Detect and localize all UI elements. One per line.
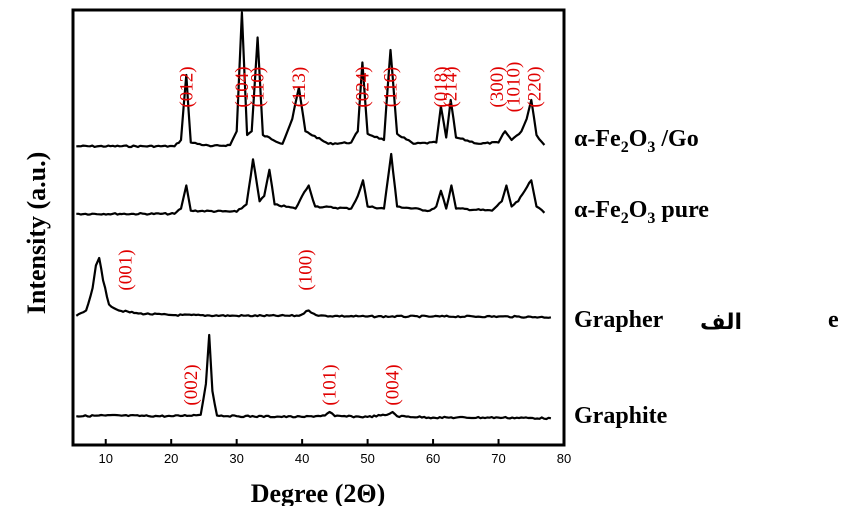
label-mask	[680, 303, 830, 335]
peak-label: (018)	[431, 66, 452, 107]
x-tick-label: 10	[98, 451, 112, 466]
peak-label: (110)	[248, 67, 269, 107]
x-tick-label: 60	[426, 451, 440, 466]
x-tick-label: 70	[491, 451, 505, 466]
series-line	[76, 152, 546, 216]
series-label: Grapher	[574, 307, 664, 333]
series-label-part: α-Fe	[574, 197, 621, 223]
series-label-part: O	[629, 197, 648, 223]
series-label: α-Fe2O3 pure	[574, 197, 709, 227]
series-label-part: 3	[647, 210, 655, 227]
series-label-part: /Go	[655, 126, 698, 152]
peak-label: (101)	[320, 364, 341, 405]
peak-label: (113)	[289, 67, 310, 107]
peak-label: (220)	[525, 66, 546, 107]
y-axis-title: Intensity (a.u.)	[22, 152, 51, 315]
overlay-word: الف	[700, 310, 742, 335]
x-tick-label: 30	[229, 451, 243, 466]
series-line	[76, 333, 552, 421]
peak-label: (300)	[487, 66, 508, 107]
x-tick-label: 80	[557, 451, 571, 466]
plot-frame	[71, 8, 566, 447]
x-tick-label: 20	[164, 451, 178, 466]
x-tick-label: 50	[360, 451, 374, 466]
peak-labels: (012) (104)(110) (113) (024) (116) (018)(214)…	[115, 62, 545, 406]
peak-label: (012)	[176, 66, 197, 107]
series-label-part: 2	[621, 210, 629, 227]
peak-label: (024)	[352, 66, 373, 107]
peak-label: (116)	[381, 67, 402, 107]
series-label-part: Graphite	[574, 403, 668, 429]
series-label-trailing: e	[828, 307, 839, 333]
series-line	[75, 256, 552, 319]
x-axis-title: Degree (2Θ)	[251, 479, 386, 506]
peak-label: (214)	[441, 66, 462, 107]
series-line	[76, 11, 546, 149]
series-label-part: α-Fe	[574, 126, 621, 152]
series-label-part: pure	[655, 197, 709, 223]
peak-label: (100)	[295, 249, 316, 290]
peak-label: (104)	[232, 66, 253, 107]
series-label-part: Grapher	[574, 307, 664, 333]
peak-label: (1010)	[504, 62, 525, 113]
x-tick-label: 40	[295, 451, 309, 466]
peak-label: (001)	[115, 249, 136, 290]
x-axis-ticks: 10 20 30 40 50 60 70 80	[98, 439, 571, 466]
traces	[75, 11, 552, 421]
series-label-part: 2	[621, 139, 629, 156]
series-label-part: O	[629, 126, 648, 152]
series-label: Graphite	[574, 403, 668, 429]
series-label-part: 3	[647, 139, 655, 156]
series-label: α-Fe2O3 /Go	[574, 126, 699, 156]
peak-label: (004)	[383, 364, 404, 405]
peak-label: (002)	[181, 364, 202, 405]
